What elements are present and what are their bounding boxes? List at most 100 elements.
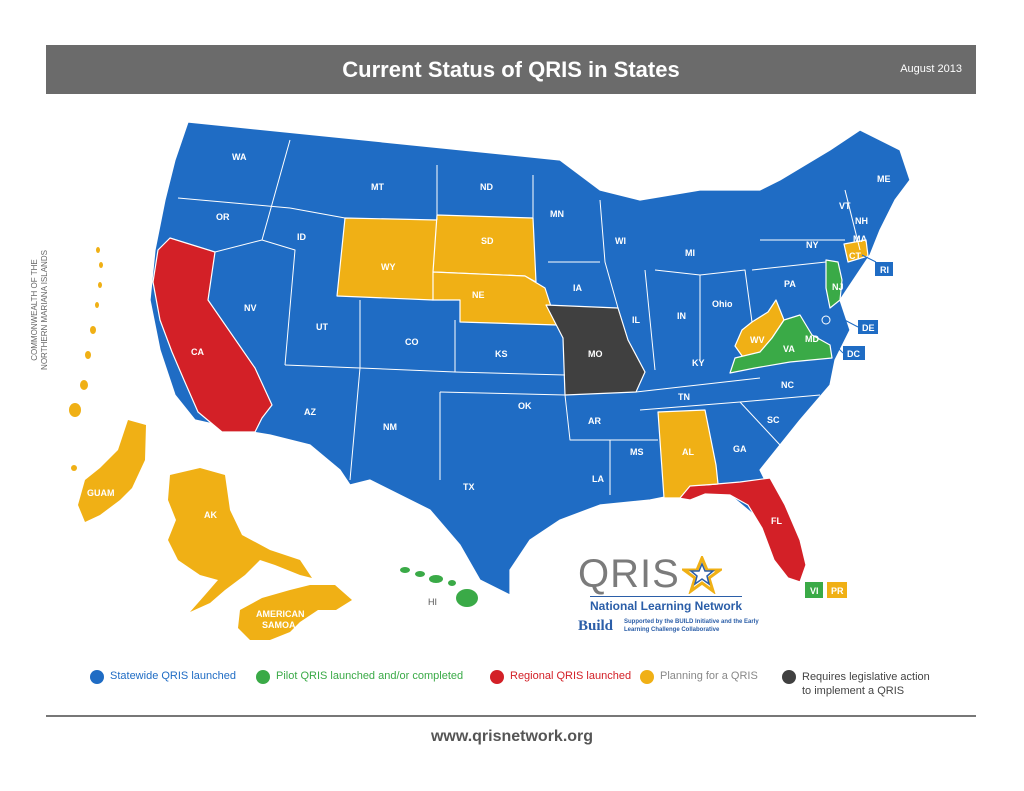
state-CA[interactable] xyxy=(152,237,273,433)
label-IL: IL xyxy=(632,315,641,325)
legend-regional-label: Regional QRIS launched xyxy=(510,670,632,682)
state-HI[interactable] xyxy=(400,567,478,607)
legend-statewide: Statewide QRIS launched xyxy=(90,670,236,684)
label-WY: WY xyxy=(381,262,396,272)
build-logo: Build xyxy=(578,618,614,634)
label-GA: GA xyxy=(733,444,747,454)
label-LA: LA xyxy=(592,474,604,484)
state-borders xyxy=(177,139,861,495)
label-VT: VT xyxy=(839,201,851,211)
label-WA: WA xyxy=(232,152,247,162)
label-NJ: NJ xyxy=(832,282,844,292)
qris-logo-subtitle: National Learning Network xyxy=(590,596,743,613)
label-DE: DE xyxy=(862,323,875,333)
label-OH: Ohio xyxy=(712,299,733,309)
label-AK: AK xyxy=(204,510,217,520)
legend-dot-icon xyxy=(490,670,504,684)
label-CO: CO xyxy=(405,337,419,347)
label-DC: DC xyxy=(847,349,860,359)
label-AL: AL xyxy=(682,447,694,457)
label-NY: NY xyxy=(806,240,819,250)
label-NC: NC xyxy=(781,380,794,390)
label-TN: TN xyxy=(678,392,690,402)
state-NJ[interactable] xyxy=(825,259,843,309)
legend-pilot: Pilot QRIS launched and/or completed xyxy=(256,670,463,684)
label-NV: NV xyxy=(244,303,257,313)
territory-cnmi[interactable] xyxy=(69,247,103,471)
label-SD: SD xyxy=(481,236,494,246)
box-DC[interactable] xyxy=(843,346,865,360)
legend-legislative-line2: to implement a QRIS xyxy=(802,685,905,697)
label-RI: RI xyxy=(880,265,889,275)
legend-planning: Planning for a QRIS xyxy=(640,670,758,684)
legend-legislative: Requires legislative action to implement… xyxy=(782,670,930,698)
state-CT[interactable] xyxy=(843,239,869,263)
label-MT: MT xyxy=(371,182,384,192)
label-samoa-1: AMERICAN xyxy=(256,609,305,619)
label-OK: OK xyxy=(518,401,532,411)
territory-guam[interactable] xyxy=(78,420,146,522)
legend-statewide-label: Statewide QRIS launched xyxy=(110,670,236,682)
state-AK[interactable] xyxy=(168,468,312,612)
label-samoa-2: SAMOA xyxy=(262,620,296,630)
label-OR: OR xyxy=(216,212,230,222)
state-SD[interactable] xyxy=(432,214,537,283)
box-PR[interactable] xyxy=(827,582,847,598)
state-WY[interactable] xyxy=(336,217,438,301)
legend-dot-icon xyxy=(90,670,104,684)
legend-dot-icon xyxy=(640,670,654,684)
label-VI: VI xyxy=(810,586,819,596)
label-UT: UT xyxy=(316,322,328,332)
footer-url[interactable]: www.qrisnetwork.org xyxy=(430,728,594,745)
label-NE: NE xyxy=(472,290,485,300)
map-date: August 2013 xyxy=(900,63,962,75)
territory-american-samoa[interactable] xyxy=(238,585,352,640)
label-ND: ND xyxy=(480,182,493,192)
label-MI: MI xyxy=(685,248,695,258)
state-FL[interactable] xyxy=(671,477,807,583)
label-PA: PA xyxy=(784,279,796,289)
label-NH: NH xyxy=(855,216,868,226)
legend-planning-label: Planning for a QRIS xyxy=(660,670,758,682)
state-AL[interactable] xyxy=(657,409,719,499)
label-MD: MD xyxy=(805,334,819,344)
label-PR: PR xyxy=(831,586,844,596)
label-MS: MS xyxy=(630,447,644,457)
label-NM: NM xyxy=(383,422,397,432)
cnmi-label: COMMONWEALTH OF THE NORTHERN MARIANA ISL… xyxy=(30,240,56,380)
label-KS: KS xyxy=(495,349,508,359)
qris-logo: QRIS National Learning Network Build Sup… xyxy=(578,552,768,642)
star-icon xyxy=(682,556,722,594)
state-VA[interactable] xyxy=(729,314,833,374)
label-WV: WV xyxy=(750,335,765,345)
label-CA: CA xyxy=(191,347,204,357)
state-NE[interactable] xyxy=(432,271,558,326)
map-title: Current Status of QRIS in States xyxy=(342,57,680,82)
label-ID: ID xyxy=(297,232,307,242)
label-ME: ME xyxy=(877,174,891,184)
legend-legislative-label: Requires legislative action to implement… xyxy=(802,670,930,698)
legend-regional: Regional QRIS launched xyxy=(490,670,631,684)
box-VI[interactable] xyxy=(805,582,823,598)
label-SC: SC xyxy=(767,415,780,425)
box-RI[interactable] xyxy=(875,262,893,276)
state-MO[interactable] xyxy=(545,304,646,396)
legend-dot-icon xyxy=(782,670,796,684)
label-KY: KY xyxy=(692,358,705,368)
label-MO: MO xyxy=(588,349,603,359)
box-DE[interactable] xyxy=(858,320,878,334)
label-guam: GUAM xyxy=(87,488,115,498)
label-TX: TX xyxy=(463,482,475,492)
label-FL: FL xyxy=(771,516,782,526)
supported-by-text: Supported by the BUILD Initiative and th… xyxy=(624,619,759,633)
label-IN: IN xyxy=(677,311,686,321)
cnmi-label-line1: COMMONWEALTH OF THE xyxy=(30,259,39,361)
label-WI: WI xyxy=(615,236,626,246)
legend-pilot-label: Pilot QRIS launched and/or completed xyxy=(276,670,464,682)
legend-legislative-line1: Requires legislative action xyxy=(802,671,930,683)
footer-divider xyxy=(46,715,976,717)
cnmi-label-line2: NORTHERN MARIANA ISLANDS xyxy=(40,250,49,370)
label-AZ: AZ xyxy=(304,407,316,417)
label-MN: MN xyxy=(550,209,564,219)
